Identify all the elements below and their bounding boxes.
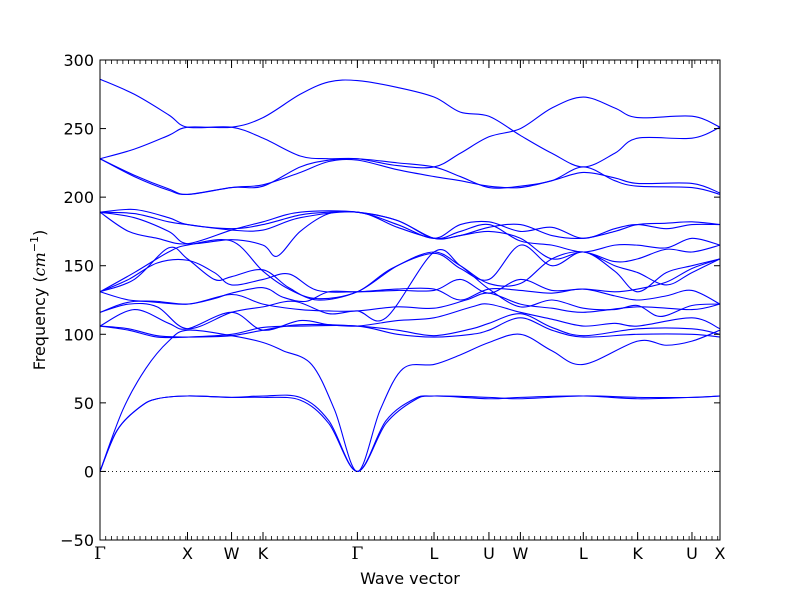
band-line-5	[99, 317, 721, 339]
y-tick-label: 150	[63, 257, 94, 276]
y-tick-label: 100	[63, 325, 94, 344]
band-line-20	[99, 78, 721, 169]
y-axis-label-unit: cm	[30, 252, 49, 276]
band-line-9	[99, 287, 721, 305]
y-axis-label-exponent: −1	[28, 236, 41, 252]
band-line-19	[99, 79, 721, 168]
x-tick-label: L	[579, 544, 588, 563]
band-line-16	[99, 211, 721, 240]
band-line-6	[99, 303, 721, 331]
x-tick-label: X	[182, 544, 193, 563]
y-tick-label: 200	[63, 188, 94, 207]
x-tick-label: U	[483, 544, 495, 563]
y-axis-label-prefix: Frequency (	[30, 276, 49, 370]
band-line-12	[99, 239, 721, 300]
x-axis-label: Wave vector	[360, 569, 460, 588]
series-layer	[99, 78, 721, 472]
y-axis-label-suffix: )	[30, 230, 49, 236]
band-line-3	[99, 329, 721, 472]
x-tick-label: K	[632, 544, 643, 563]
x-tick-label: Γ	[351, 544, 363, 564]
x-tick-label: W	[512, 544, 528, 563]
y-axis-label: Frequency (cm−1)	[28, 230, 49, 371]
plot-frame	[99, 59, 721, 541]
y-tick-label: −50	[60, 531, 94, 550]
x-tick-label: K	[258, 544, 269, 563]
band-line-7	[99, 292, 721, 313]
y-tick-label: 50	[74, 394, 94, 413]
x-tick-label: U	[686, 544, 698, 563]
y-tick-label: 0	[84, 462, 94, 481]
y-tick-label: 250	[63, 120, 94, 139]
x-tick-label: W	[224, 544, 240, 563]
band-line-18	[99, 158, 721, 195]
y-tick-label: 300	[63, 51, 94, 70]
x-tick-label: Γ	[94, 544, 106, 564]
x-tick-label: X	[715, 544, 726, 563]
x-tick-label: L	[430, 544, 439, 563]
band-line-11	[99, 244, 721, 301]
band-line-10	[99, 258, 721, 294]
